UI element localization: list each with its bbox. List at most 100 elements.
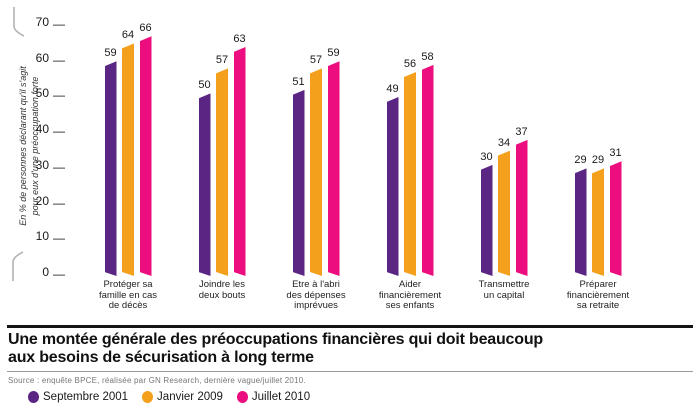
category-label-line: Préparer [579, 279, 617, 290]
y-tick: 30 — [0, 157, 65, 174]
category-label: Joindre les deux bouts [174, 279, 270, 301]
bar [234, 47, 246, 276]
source-note: Source : enquête BPCE, réalisée par GN R… [8, 376, 306, 385]
y-tick-label: 60 [35, 50, 49, 65]
category-label-line: financièrement [378, 289, 442, 301]
y-tick-label: 70 [35, 15, 49, 29]
category-label-line: Transmettre [478, 279, 530, 290]
bar [387, 97, 399, 276]
y-tick-mark: — [53, 195, 65, 210]
y-tick: 60 — [0, 50, 65, 67]
axis-swash-top-icon [13, 7, 25, 37]
bar-value-label: 59 [104, 47, 117, 60]
bar-value-label: 59 [327, 47, 340, 60]
legend-item: Juillet 2010 [236, 391, 311, 403]
divider-thick [7, 325, 693, 328]
y-tick-label: 0 [42, 265, 49, 279]
figure-title: Une montée générale des préoccupations f… [8, 331, 680, 366]
legend-label: Juillet 2010 [251, 391, 311, 403]
bar [310, 68, 322, 276]
y-tick-label: 50 [35, 86, 49, 101]
y-tick: 10 — [0, 228, 65, 246]
y-tick: 70 — [0, 14, 65, 31]
bar-value-label: 29 [574, 154, 587, 167]
bar [575, 168, 587, 276]
category-label-line: sa retraite [576, 300, 620, 311]
category-label-line: imprévues [294, 300, 338, 311]
y-tick-mark: — [53, 231, 65, 246]
legend-item: Janvier 2009 [142, 391, 223, 403]
divider-thin [7, 371, 693, 372]
y-tick: 40 — [0, 121, 65, 139]
bar [592, 168, 604, 276]
category-label-line: famille en cas [98, 289, 158, 301]
bar-value-label: 51 [292, 75, 305, 88]
bar-value-label: 64 [121, 29, 135, 42]
category-label-line: deux bouts [198, 289, 246, 301]
category-label-line: Etre à l'abri [292, 279, 340, 290]
bar-value-label: 34 [497, 136, 511, 149]
bar-value-label: 66 [139, 22, 152, 35]
bar [140, 36, 152, 276]
category-label-line: Aider [398, 279, 422, 290]
bar [293, 90, 305, 276]
bar-value-label: 29 [591, 154, 605, 167]
bar-value-label: 50 [198, 79, 211, 92]
category-label: Préparer financièrement sa retraite [550, 279, 646, 312]
y-axis-label: En % de personnes déclarant qu'il s'agit… [17, 50, 43, 242]
category-label-line: Protéger sa [103, 279, 153, 290]
legend-item: Septembre 2001 [28, 391, 128, 403]
y-axis-label-line1: En % de personnes déclarant qu'il s'agit [18, 66, 28, 226]
bar-value-label: 37 [515, 125, 528, 138]
bar-value-label: 57 [215, 54, 229, 67]
category-label-line: ses enfants [385, 300, 435, 311]
y-tick: 50 — [0, 85, 65, 103]
legend-dot-icon [142, 391, 154, 403]
y-tick-mark: — [53, 88, 65, 103]
y-tick-mark: — [53, 124, 65, 139]
bar-value-label: 30 [480, 150, 493, 163]
y-tick-label: 30 [35, 157, 49, 172]
bar [216, 68, 228, 276]
bar-value-label: 58 [421, 50, 434, 63]
y-tick-mark: — [53, 267, 65, 281]
legend-dot-icon [236, 391, 248, 403]
bar [422, 65, 434, 276]
y-tick-mark: — [53, 159, 65, 174]
y-axis-label-line2: pour eux d'une préoccupation forte [30, 76, 40, 216]
y-tick-label: 40 [35, 122, 49, 137]
bar [105, 61, 117, 276]
bar [610, 161, 622, 276]
bar-value-label: 49 [386, 83, 399, 95]
bar-value-label: 31 [609, 147, 622, 160]
category-label-line: des dépenses [286, 289, 346, 301]
y-tick-label: 20 [35, 193, 49, 208]
figure-title-line1: Une montée générale des préoccupations f… [8, 331, 543, 348]
bar [498, 151, 510, 276]
category-label-line: financièrement [566, 289, 630, 301]
category-label-line: un capital [483, 289, 525, 301]
bar [481, 165, 493, 276]
legend-label: Janvier 2009 [157, 391, 223, 403]
bar [404, 72, 416, 276]
bar [516, 140, 528, 276]
bar [328, 61, 340, 276]
legend: Septembre 2001 Janvier 2009 Juillet 2010 [28, 389, 310, 405]
category-label: Aider financièrement ses enfants [362, 279, 458, 312]
category-label-line: Joindre les [199, 279, 245, 290]
y-tick: 20 — [0, 193, 65, 210]
bar-value-label: 63 [233, 33, 246, 45]
bar-value-label: 57 [309, 54, 323, 67]
y-tick: 0— [0, 264, 65, 281]
category-label: Etre à l'abri des dépenses imprévues [268, 279, 364, 312]
category-label-line: de décès [108, 300, 148, 311]
legend-dot-icon [28, 391, 39, 403]
bar [199, 93, 211, 276]
figure-title-line2: aux besoins de sécurisation à long terme [8, 348, 314, 366]
y-tick-mark: — [53, 52, 65, 67]
category-label: Transmettre un capital [456, 279, 552, 301]
category-label: Protéger sa famille en cas de décès [80, 279, 176, 312]
legend-label: Septembre 2001 [43, 391, 129, 403]
bar-value-label: 56 [403, 58, 417, 70]
